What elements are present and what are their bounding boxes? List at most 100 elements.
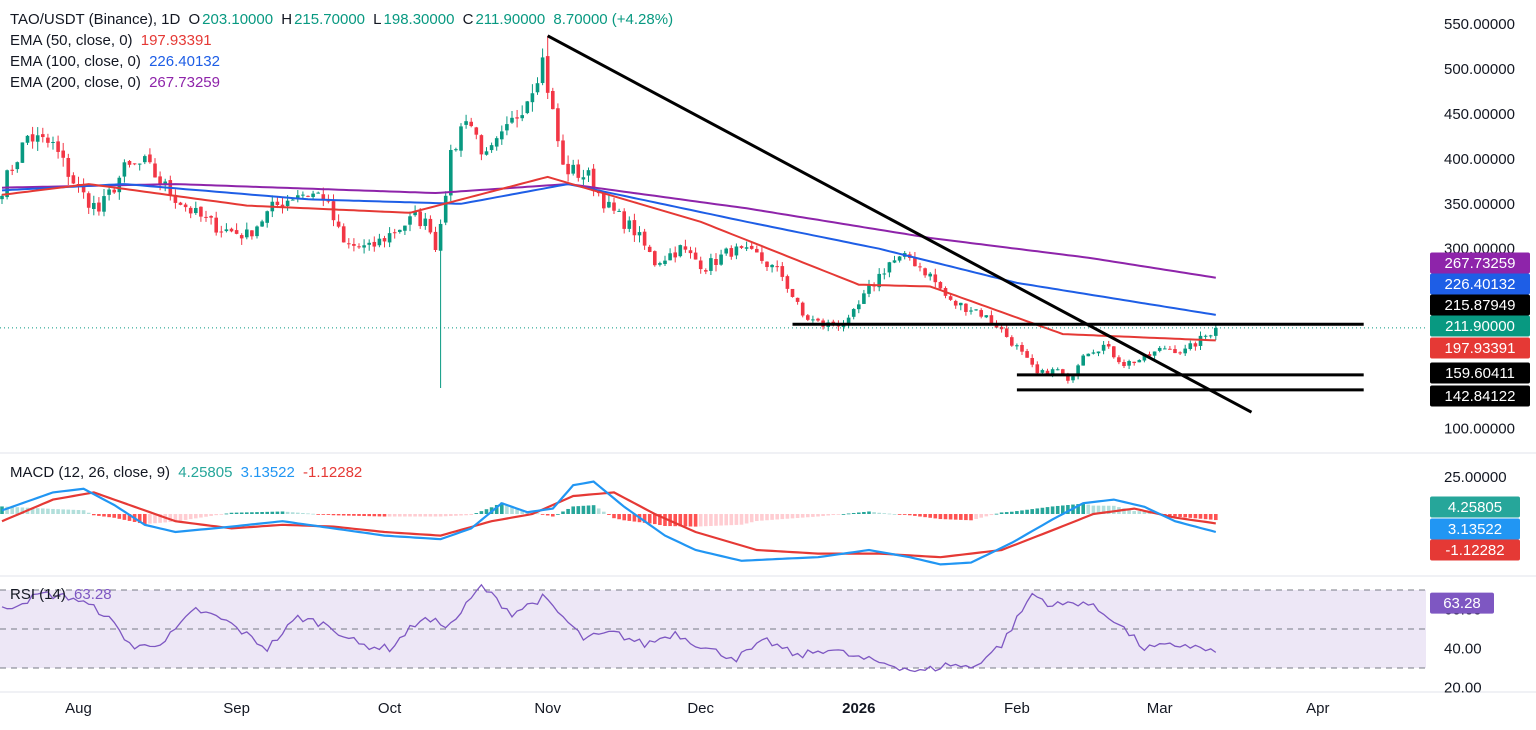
macd-histogram-bar	[438, 514, 443, 517]
candle-body	[148, 154, 152, 163]
candle-body	[51, 141, 55, 143]
candle-body	[347, 243, 351, 245]
macd-histogram-bar	[1004, 512, 1009, 514]
candle-body	[591, 168, 596, 192]
macd-histogram-bar	[168, 514, 173, 522]
macd-histogram-bar	[433, 514, 438, 517]
macd-histogram-bar	[948, 514, 953, 520]
macd-histogram-bar	[698, 514, 703, 527]
macd-histogram-bar	[959, 514, 963, 520]
price-tag-bg	[1430, 362, 1530, 384]
macd-histogram-bar	[953, 514, 958, 520]
candle-body	[663, 260, 667, 265]
macd-histogram-bar	[1214, 514, 1218, 521]
candle-body	[178, 202, 183, 205]
macd-histogram-bar	[908, 514, 912, 516]
candle-body	[199, 206, 203, 217]
time-axis-label: Mar	[1147, 700, 1173, 717]
ema100-legend: EMA (100, close, 0) 226.40132	[10, 52, 224, 72]
macd-histogram-bar	[1142, 511, 1147, 514]
candle-body	[188, 207, 193, 214]
macd-histogram-bar	[20, 507, 25, 514]
close-key: C	[462, 11, 474, 28]
candle-body	[790, 288, 795, 297]
macd-histogram-bar	[826, 514, 830, 516]
candle-body	[1030, 358, 1034, 365]
candle-body	[913, 257, 917, 267]
ema50-line	[1, 175, 1216, 342]
time-axis-label: Feb	[1004, 700, 1030, 717]
candle-body	[204, 216, 208, 218]
time-axis-label: Aug	[65, 700, 92, 717]
candle-body	[1132, 361, 1136, 364]
candle-body	[811, 319, 815, 321]
macd-histogram-bar	[505, 504, 509, 514]
macd-histogram-bar	[683, 514, 688, 527]
candle-body	[637, 232, 642, 236]
candle-body	[137, 163, 142, 165]
macd-histogram-bar	[999, 512, 1004, 514]
macd-histogram-bar	[663, 514, 667, 526]
candle-body	[1137, 360, 1142, 363]
candle-body	[296, 195, 300, 199]
macd-histogram-bar	[1168, 514, 1172, 516]
candle-body	[1147, 354, 1152, 357]
candle-body	[964, 303, 968, 312]
candle-body	[851, 309, 856, 317]
candle-body	[581, 177, 586, 180]
macd-histogram-bar	[688, 514, 693, 527]
macd-histogram-bar	[1025, 509, 1029, 514]
macd-histogram-bar	[704, 514, 708, 527]
candle-body	[362, 245, 366, 248]
macd-histogram-bar	[612, 514, 616, 519]
candle-body	[765, 261, 769, 268]
macd-histogram-bar	[591, 505, 596, 514]
macd-histogram-bar	[275, 511, 280, 514]
macd-line-value: 3.13522	[240, 464, 295, 481]
macd-tag-bg	[1430, 518, 1520, 540]
macd-histogram-bar	[285, 511, 290, 514]
price-axis-label: 400.00000	[1444, 151, 1515, 168]
macd-histogram-bar	[454, 514, 458, 516]
macd-histogram-bar	[1132, 511, 1136, 514]
candle-body	[622, 211, 626, 229]
candle-body	[336, 221, 341, 227]
candle-body	[20, 142, 25, 163]
candle-body	[418, 211, 422, 227]
candle-body	[974, 309, 978, 311]
macd-line	[1, 480, 1217, 566]
candle-body	[321, 194, 326, 200]
price-tag: 226.40132	[1430, 273, 1530, 295]
macd-histogram-bar	[474, 513, 479, 514]
candle-body	[1045, 370, 1050, 376]
price-tag: 215.87949	[1430, 294, 1530, 316]
candle-body	[41, 134, 45, 138]
candle-body	[800, 302, 805, 316]
macd-histogram-bar	[331, 514, 336, 516]
candle-body	[81, 186, 86, 193]
macd-histogram-bar	[347, 514, 351, 516]
low-key: L	[373, 11, 382, 28]
candle-body	[1198, 335, 1203, 346]
candle-body	[698, 260, 703, 270]
candle-body	[530, 93, 535, 103]
candle-body	[234, 230, 239, 234]
candle-body	[387, 233, 392, 243]
candle-body	[428, 218, 433, 233]
candle-body	[285, 200, 290, 207]
ema100-value: 226.40132	[149, 53, 220, 70]
candle-body	[423, 218, 428, 226]
macd-histogram-bar	[362, 514, 366, 517]
trendline-descending-resistance	[546, 34, 1253, 414]
candle-body	[454, 149, 458, 151]
macd-hist-value: 4.25805	[178, 464, 233, 481]
candle-body	[734, 246, 739, 256]
candle-body	[1173, 349, 1177, 354]
candle-body	[173, 194, 178, 203]
macd-histogram-bar	[556, 514, 560, 515]
macd-label: MACD (12, 26, close, 9)	[10, 464, 171, 481]
candle-body	[275, 201, 280, 206]
candle-body	[923, 268, 927, 276]
